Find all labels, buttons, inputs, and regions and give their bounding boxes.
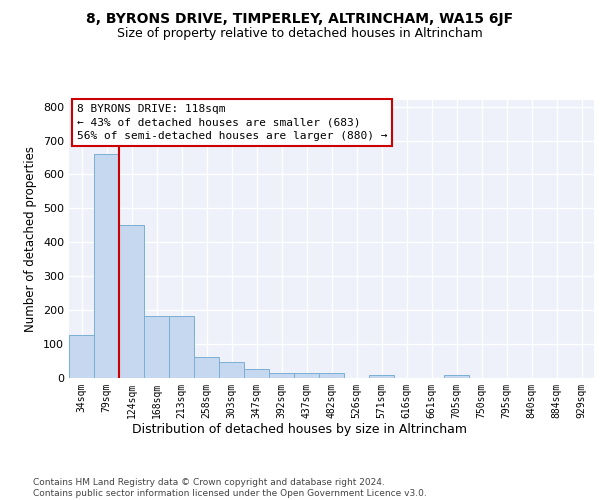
Bar <box>69 335 94 378</box>
Bar <box>269 373 294 378</box>
Bar <box>294 373 319 378</box>
Text: Size of property relative to detached houses in Altrincham: Size of property relative to detached ho… <box>117 28 483 40</box>
Bar <box>144 316 169 378</box>
Bar <box>194 357 219 378</box>
Bar <box>319 374 344 378</box>
Y-axis label: Number of detached properties: Number of detached properties <box>25 146 37 332</box>
Bar <box>244 369 269 378</box>
Bar <box>369 375 394 378</box>
Bar <box>444 375 469 378</box>
Bar <box>94 154 119 378</box>
Text: 8, BYRONS DRIVE, TIMPERLEY, ALTRINCHAM, WA15 6JF: 8, BYRONS DRIVE, TIMPERLEY, ALTRINCHAM, … <box>86 12 514 26</box>
Text: Contains HM Land Registry data © Crown copyright and database right 2024.
Contai: Contains HM Land Registry data © Crown c… <box>33 478 427 498</box>
Bar <box>169 316 194 378</box>
Text: Distribution of detached houses by size in Altrincham: Distribution of detached houses by size … <box>133 422 467 436</box>
Bar <box>219 362 244 378</box>
Text: 8 BYRONS DRIVE: 118sqm
← 43% of detached houses are smaller (683)
56% of semi-de: 8 BYRONS DRIVE: 118sqm ← 43% of detached… <box>77 104 388 141</box>
Bar <box>119 225 144 378</box>
